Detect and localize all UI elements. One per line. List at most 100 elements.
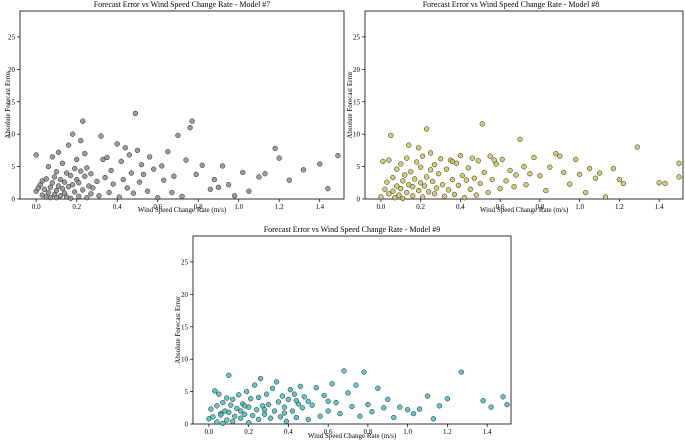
scatter-point — [53, 169, 60, 175]
scatter-point — [96, 193, 102, 199]
scatter-point — [214, 419, 220, 425]
scatter-point — [557, 153, 563, 159]
scatter-point — [291, 391, 298, 397]
scatter-point — [293, 414, 300, 421]
scatter-point — [384, 179, 390, 185]
scatter-point — [418, 164, 424, 170]
scatter-point — [224, 417, 230, 423]
scatter-point — [481, 169, 487, 176]
y-tick-label: 25 — [181, 258, 189, 266]
scatter-point — [193, 171, 199, 178]
scatter-point — [215, 184, 222, 190]
scatter-point — [451, 191, 458, 198]
scatter-point — [391, 414, 397, 421]
scatter-point — [45, 189, 51, 196]
scatter-point — [263, 391, 270, 397]
scatter-point — [225, 182, 232, 188]
scatter-point — [300, 167, 307, 173]
scatter-point — [144, 188, 151, 194]
y-tick-label: 0 — [185, 421, 189, 429]
scatter-point — [418, 180, 424, 186]
scatter-point — [410, 410, 417, 417]
scatter-point — [218, 412, 224, 418]
scatter-point — [489, 176, 495, 183]
scatter-point — [72, 165, 78, 172]
scatter-point — [394, 166, 400, 172]
scatter-point — [676, 174, 682, 180]
chart-title: Forecast Error vs Wind Speed Change Rate… — [423, 0, 600, 9]
x-tick-label: 1.0 — [234, 203, 243, 211]
scatter-point — [431, 161, 438, 168]
scatter-point — [521, 163, 527, 170]
scatter-point — [400, 195, 406, 202]
scatter-point — [273, 379, 280, 385]
scatter-point — [276, 155, 282, 161]
scatter-point — [226, 409, 232, 415]
scatter-point — [84, 195, 90, 201]
x-tick-label: 0.8 — [194, 203, 203, 211]
scatter-point — [423, 174, 430, 180]
scatter-point — [151, 166, 157, 172]
x-tick-label: 0.6 — [324, 428, 333, 436]
scatter-point — [232, 413, 238, 419]
scatter-point — [244, 388, 250, 395]
scatter-point — [469, 155, 475, 161]
scatter-point — [406, 142, 412, 148]
scatter-point — [55, 183, 62, 189]
scatter-point — [397, 404, 403, 410]
x-tick-label: 0.4 — [284, 428, 293, 436]
scatter-point — [255, 394, 262, 401]
scatter-point — [116, 194, 122, 200]
scatter-point — [402, 172, 408, 178]
scatter-point — [118, 158, 124, 165]
scatter-point — [272, 145, 278, 152]
scatter-point — [325, 408, 331, 414]
scatter-point — [333, 399, 339, 406]
scatter-point — [159, 163, 165, 169]
scatter-point — [458, 369, 464, 375]
scatter-point — [33, 152, 39, 158]
scatter-point — [90, 185, 96, 191]
scatter-point — [59, 185, 66, 192]
scatter-point — [305, 398, 311, 404]
scatter-point — [281, 410, 288, 416]
scatter-point — [527, 171, 533, 177]
scatter-point — [398, 161, 404, 167]
scatter-point — [88, 171, 94, 177]
scatter-point — [586, 165, 593, 172]
scatter-point — [286, 177, 292, 183]
scatter-point — [169, 189, 175, 196]
scatter-point — [74, 156, 80, 163]
scatter-point — [108, 167, 114, 174]
x-tick-label: 1.2 — [615, 203, 624, 211]
scatter-point — [427, 150, 434, 156]
plot-area — [19, 10, 345, 200]
scatter-point — [390, 174, 396, 181]
y-tick-label: 20 — [8, 66, 16, 74]
scatter-point — [76, 193, 82, 200]
y-tick-label: 20 — [181, 291, 189, 299]
x-tick-label: 1.0 — [403, 428, 412, 436]
scatter-point — [375, 385, 381, 391]
scatter-point — [317, 161, 323, 167]
x-tick-label: 0.0 — [32, 203, 41, 211]
scatter-point — [219, 163, 226, 169]
x-axis-label: Wind Speed Change Rate (m/s) — [480, 206, 569, 214]
scatter-point — [419, 194, 426, 200]
scatter-point — [441, 193, 448, 200]
scatter-point — [410, 184, 416, 190]
scatter-point — [265, 401, 272, 408]
x-tick-label: 0.4 — [456, 203, 465, 211]
scatter-point — [299, 405, 305, 411]
scatter-point — [281, 404, 288, 410]
scatter-point — [513, 172, 519, 178]
scatter-point — [561, 169, 567, 176]
scatter-point — [262, 171, 268, 177]
scatter-point — [382, 186, 388, 192]
scatter-point — [388, 132, 394, 139]
scatter-point — [380, 158, 386, 165]
scatter-point — [224, 395, 230, 401]
scatter-point — [80, 187, 86, 193]
scatter-point — [165, 149, 171, 155]
scatter-point — [662, 180, 668, 187]
